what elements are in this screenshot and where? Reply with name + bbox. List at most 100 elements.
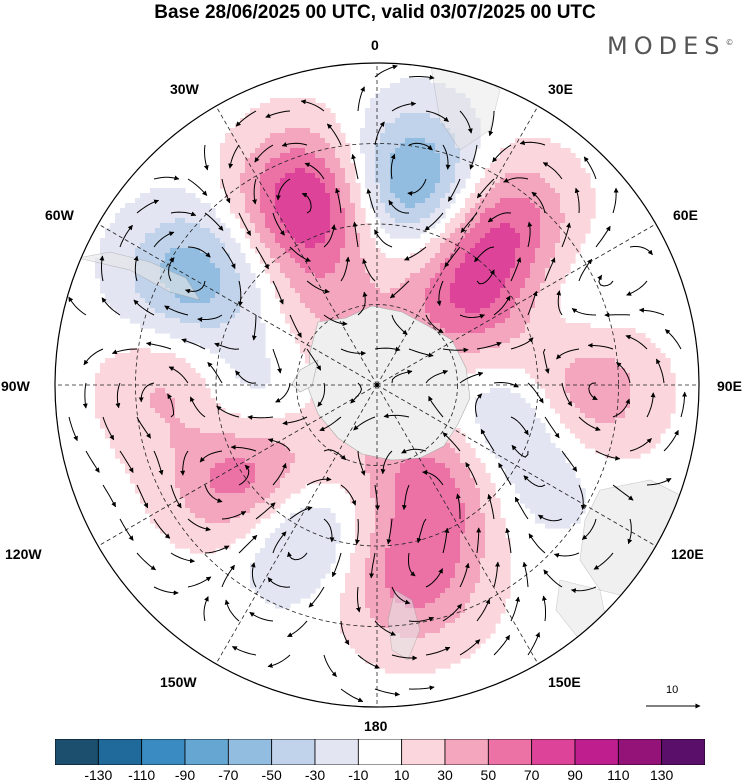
- anomaly-cell: [275, 258, 281, 264]
- anomaly-cell: [310, 133, 316, 139]
- anomaly-cell: [435, 193, 441, 199]
- anomaly-cell: [295, 118, 301, 124]
- anomaly-cell: [140, 383, 146, 389]
- anomaly-cell: [140, 203, 146, 209]
- anomaly-cell: [190, 283, 196, 289]
- anomaly-cell: [245, 188, 251, 194]
- anomaly-cell: [445, 253, 451, 259]
- anomaly-cell: [475, 208, 481, 214]
- anomaly-cell: [420, 298, 426, 304]
- anomaly-cell: [545, 213, 551, 219]
- anomaly-cell: [200, 298, 206, 304]
- anomaly-cell: [285, 188, 291, 194]
- anomaly-cell: [310, 188, 316, 194]
- anomaly-cell: [605, 378, 611, 384]
- anomaly-cell: [250, 318, 256, 324]
- anomaly-cell: [195, 223, 201, 229]
- anomaly-cell: [455, 138, 461, 144]
- anomaly-cell: [540, 318, 546, 324]
- anomaly-cell: [580, 393, 586, 399]
- anomaly-cell: [150, 198, 156, 204]
- anomaly-cell: [195, 218, 201, 224]
- anomaly-cell: [555, 208, 561, 214]
- anomaly-cell: [570, 408, 576, 414]
- anomaly-cell: [135, 283, 141, 289]
- anomaly-cell: [105, 293, 111, 299]
- anomaly-cell: [575, 163, 581, 169]
- anomaly-cell: [240, 343, 246, 349]
- anomaly-cell: [415, 153, 421, 159]
- anomaly-cell: [240, 318, 246, 324]
- anomaly-cell: [135, 208, 141, 214]
- anomaly-cell: [530, 408, 536, 414]
- anomaly-cell: [550, 398, 556, 404]
- anomaly-cell: [245, 203, 251, 209]
- anomaly-cell: [150, 218, 156, 224]
- anomaly-cell: [570, 188, 576, 194]
- anomaly-cell: [180, 273, 186, 279]
- anomaly-cell: [480, 253, 486, 259]
- anomaly-cell: [580, 233, 586, 239]
- anomaly-cell: [130, 378, 136, 384]
- anomaly-cell: [110, 278, 116, 284]
- anomaly-cell: [230, 363, 236, 369]
- anomaly-cell: [550, 333, 556, 339]
- anomaly-cell: [335, 253, 341, 259]
- anomaly-cell: [255, 303, 261, 309]
- anomaly-cell: [120, 293, 126, 299]
- anomaly-cell: [550, 168, 556, 174]
- anomaly-cell: [410, 218, 416, 224]
- anomaly-cell: [390, 118, 396, 124]
- anomaly-cell: [255, 118, 261, 124]
- anomaly-cell: [425, 183, 431, 189]
- anomaly-cell: [665, 393, 671, 399]
- anomaly-cell: [115, 223, 121, 229]
- anomaly-cell: [655, 408, 661, 414]
- anomaly-cell: [560, 183, 566, 189]
- anomaly-cell: [380, 193, 386, 199]
- anomaly-cell: [195, 283, 201, 289]
- anomaly-cell: [635, 378, 641, 384]
- anomaly-cell: [235, 333, 241, 339]
- anomaly-cell: [155, 193, 161, 199]
- anomaly-cell: [495, 183, 501, 189]
- anomaly-cell: [260, 138, 266, 144]
- anomaly-cell: [295, 158, 301, 164]
- anomaly-cell: [130, 403, 136, 409]
- anomaly-cell: [350, 288, 356, 294]
- anomaly-cell: [165, 378, 171, 384]
- anomaly-cell: [135, 298, 141, 304]
- anomaly-cell: [530, 333, 536, 339]
- anomaly-cell: [375, 283, 381, 289]
- anomaly-cell: [375, 168, 381, 174]
- anomaly-cell: [460, 168, 466, 174]
- anomaly-cell: [290, 128, 296, 134]
- anomaly-cell: [495, 323, 501, 329]
- anomaly-cell: [155, 323, 161, 329]
- anomaly-cell: [260, 383, 266, 389]
- anomaly-cell: [460, 143, 466, 149]
- anomaly-cell: [155, 383, 161, 389]
- anomaly-cell: [350, 263, 356, 269]
- anomaly-cell: [245, 123, 251, 129]
- anomaly-cell: [570, 173, 576, 179]
- anomaly-cell: [425, 293, 431, 299]
- anomaly-cell: [235, 173, 241, 179]
- anomaly-cell: [450, 133, 456, 139]
- anomaly-cell: [240, 283, 246, 289]
- anomaly-cell: [540, 253, 546, 259]
- anomaly-cell: [195, 328, 201, 334]
- anomaly-cell: [360, 218, 366, 224]
- anomaly-cell: [645, 348, 651, 354]
- anomaly-cell: [175, 203, 181, 209]
- anomaly-cell: [305, 243, 311, 249]
- anomaly-cell: [635, 408, 641, 414]
- anomaly-cell: [280, 123, 286, 129]
- anomaly-cell: [295, 268, 301, 274]
- anomaly-cell: [110, 413, 116, 419]
- anomaly-cell: [620, 363, 626, 369]
- anomaly-cell: [165, 358, 171, 364]
- anomaly-cell: [535, 333, 541, 339]
- anomaly-cell: [360, 138, 366, 144]
- anomaly-cell: [130, 293, 136, 299]
